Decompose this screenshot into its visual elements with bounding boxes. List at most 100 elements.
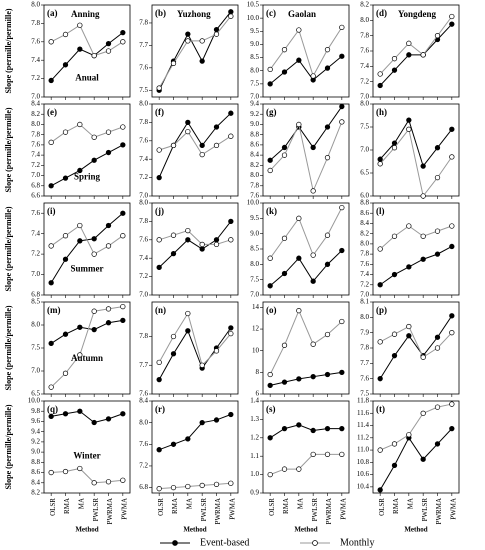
data-point — [120, 233, 126, 239]
x-axis-label: Method — [75, 526, 98, 534]
y-tick-label: 7.6 — [31, 140, 40, 148]
plot-frame — [43, 103, 131, 197]
plot-frame — [372, 202, 460, 296]
y-tick-label: 8.0 — [139, 199, 148, 207]
y-tick-label: 9.4 — [31, 427, 40, 435]
panel-label: (h) — [376, 107, 387, 117]
x-tick-label: PWLSR — [421, 498, 429, 522]
panel-label: (c) — [266, 8, 276, 18]
y-tick-label: 7.4 — [31, 151, 40, 159]
plot-frame — [372, 301, 460, 395]
data-point — [156, 264, 162, 271]
data-point — [449, 223, 455, 229]
data-point — [91, 419, 97, 426]
data-point — [48, 280, 54, 286]
y-tick-label: 8.0 — [139, 100, 148, 108]
data-point — [120, 303, 126, 310]
data-point — [377, 447, 383, 453]
data-point — [324, 371, 331, 378]
data-point — [267, 66, 273, 73]
data-point — [228, 330, 234, 337]
data-point — [339, 425, 345, 432]
y-tick-label: 9.0 — [250, 229, 259, 237]
y-tick-label: 9.8 — [31, 407, 40, 415]
data-point — [62, 331, 69, 337]
data-point — [310, 188, 316, 194]
x-tick-label: PWRMA — [106, 498, 114, 524]
data-point — [339, 24, 345, 30]
data-point — [377, 282, 383, 288]
panel-label: (s) — [266, 404, 276, 414]
data-point — [281, 47, 288, 53]
panel-label: (i) — [47, 206, 56, 216]
y-tick-label: 10.5 — [247, 1, 260, 9]
panel-label: (l) — [376, 206, 385, 216]
data-point — [228, 218, 234, 225]
data-point — [170, 60, 177, 66]
data-point — [91, 308, 97, 314]
y-tick-label: 8.0 — [250, 260, 259, 268]
data-point — [156, 447, 162, 453]
data-point — [449, 313, 455, 319]
data-point — [267, 371, 273, 378]
data-point — [91, 480, 97, 486]
y-tick-label: 9.0 — [250, 120, 259, 128]
plot-frame — [262, 301, 350, 395]
legend-label: Monthly — [340, 537, 374, 548]
data-point — [62, 256, 69, 262]
data-point — [449, 401, 455, 407]
data-point — [91, 326, 97, 333]
series-line — [379, 118, 453, 168]
y-tick-label: 7.2 — [31, 74, 40, 82]
y-tick-label: 1.3 — [250, 415, 259, 423]
y-tick-label: 7.5 — [31, 344, 40, 352]
x-tick-label: MA — [185, 498, 193, 509]
panel-title: Yuzhong — [177, 9, 211, 19]
data-point — [199, 142, 205, 149]
y-tick-label: 6.5 — [31, 390, 40, 398]
data-point — [391, 140, 398, 146]
series-line — [50, 306, 123, 388]
y-tick-label: 7.2 — [139, 173, 148, 181]
y-tick-label: 7.5 — [360, 123, 369, 131]
data-point — [77, 324, 83, 330]
data-point — [77, 22, 83, 28]
data-point — [156, 359, 162, 366]
y-tick-label: 7.4 — [139, 155, 148, 163]
series-line — [379, 225, 453, 250]
series-line — [269, 27, 343, 78]
legend-marker — [312, 540, 318, 546]
series-line — [158, 112, 232, 178]
series-line — [379, 325, 453, 358]
data-point — [213, 31, 220, 37]
y-tick-label: 8.6 — [250, 140, 259, 148]
x-tick-label: PWRMA — [325, 498, 333, 524]
x-tick-label: PWLSR — [200, 498, 208, 522]
legend-marker — [172, 540, 178, 546]
data-point — [120, 124, 126, 130]
x-tick-label: RMA — [282, 498, 290, 514]
data-point — [199, 38, 205, 44]
x-tick-label: OLSR — [378, 498, 386, 516]
panel-title: Yongdeng — [398, 9, 437, 19]
y-tick-label: 7.2 — [31, 161, 40, 169]
panel-label: (o) — [266, 305, 277, 315]
data-point — [48, 340, 54, 347]
data-point — [434, 441, 441, 447]
data-point — [77, 121, 83, 128]
data-point — [48, 39, 54, 45]
data-point — [199, 58, 205, 64]
x-tick-label: RMA — [63, 498, 71, 514]
plot-frame — [262, 4, 350, 98]
panel-label: (b) — [155, 8, 166, 18]
data-point — [391, 145, 398, 151]
x-tick-label: PWRMA — [435, 498, 443, 524]
plot-frame — [262, 103, 350, 197]
y-tick-label: 7.8 — [139, 217, 148, 225]
y-tick-label: 7.9 — [360, 328, 369, 336]
x-tick-label: PWLSR — [92, 498, 100, 522]
data-point — [228, 9, 234, 15]
data-point — [48, 77, 54, 84]
data-point — [449, 126, 455, 132]
y-tick-label: 7.8 — [139, 19, 148, 27]
